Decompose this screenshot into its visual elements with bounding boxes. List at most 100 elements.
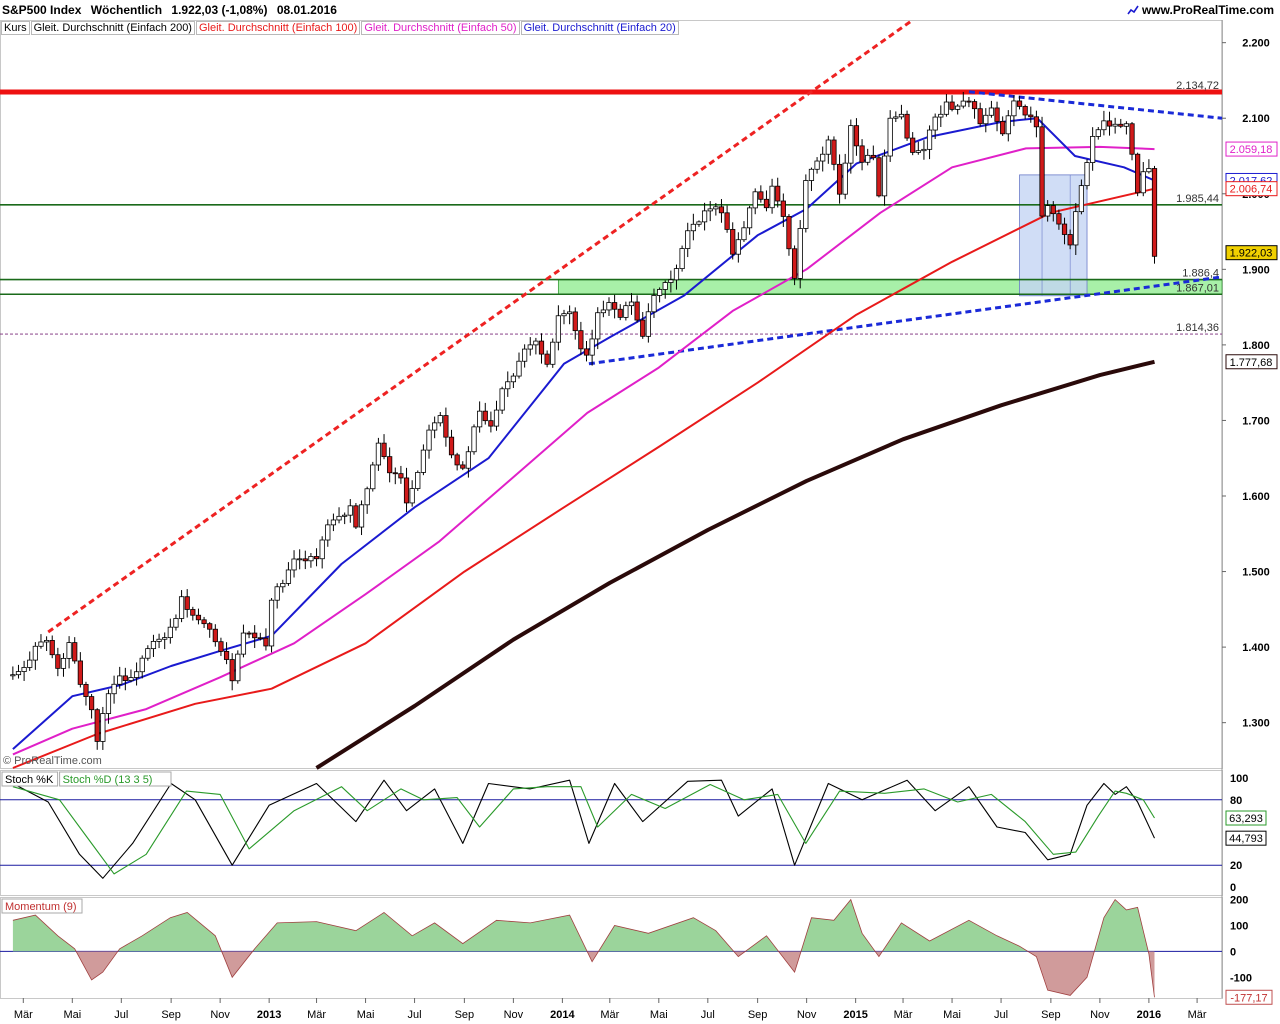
candle xyxy=(1045,205,1051,217)
candle xyxy=(252,632,258,639)
x-tick-label: Mär xyxy=(600,1009,619,1021)
momentum-area xyxy=(1094,899,1149,952)
candle xyxy=(825,139,831,155)
candles xyxy=(10,91,1158,750)
candle xyxy=(10,674,16,677)
candle xyxy=(932,116,938,131)
candle xyxy=(803,180,809,229)
candle xyxy=(223,651,230,660)
candle xyxy=(567,311,573,315)
stoch-legend-label: Stoch %D (13 3 5) xyxy=(63,774,153,786)
stoch-legend-box[interactable] xyxy=(59,771,172,787)
candle xyxy=(235,653,241,682)
legend-sma100-label: Gleit. Durchschnitt (Einfach 100) xyxy=(198,22,358,34)
legend-sma50[interactable]: Gleit. Durchschnitt (Einfach 50) xyxy=(361,21,520,35)
chart-header: S&P500 Index Wöchentlich 1.922,03 (-1,08… xyxy=(0,0,1280,20)
candle xyxy=(100,713,106,742)
candle xyxy=(246,632,252,635)
x-tick-label: Nov xyxy=(504,1009,524,1021)
candle xyxy=(904,113,910,139)
candle xyxy=(808,168,815,181)
candle xyxy=(482,410,488,422)
candle xyxy=(257,637,263,640)
candle xyxy=(938,113,944,118)
candle xyxy=(741,227,747,241)
legend-kurs[interactable]: Kurs xyxy=(1,21,30,35)
candle xyxy=(921,148,927,152)
candle xyxy=(415,472,421,489)
legend-sma20[interactable]: Gleit. Durchschnitt (Einfach 20) xyxy=(520,21,679,35)
legend-kurs-label: Kurs xyxy=(4,22,27,34)
legend-sma200[interactable]: Gleit. Durchschnitt (Einfach 200) xyxy=(30,21,195,35)
candle xyxy=(426,429,432,451)
y-tick-label: 1.600 xyxy=(1242,491,1270,503)
momentum-y-tick-label: 0 xyxy=(1230,946,1236,958)
candle xyxy=(797,228,803,279)
candle xyxy=(460,464,466,469)
panel-frame xyxy=(0,770,1223,896)
candle xyxy=(347,505,353,516)
stoch-y-tick-label: 80 xyxy=(1230,795,1242,807)
price-tag-label: 1.922,03 xyxy=(1230,248,1273,260)
candle xyxy=(493,409,500,427)
candle xyxy=(505,381,511,390)
candle xyxy=(746,207,753,229)
candle xyxy=(971,101,978,110)
candle xyxy=(814,160,820,170)
x-tick-label: Sep xyxy=(455,1009,475,1021)
candle xyxy=(342,514,348,517)
instrument-name: S&P500 Index xyxy=(2,3,82,17)
candle xyxy=(1090,136,1096,163)
candle xyxy=(668,279,674,283)
candle xyxy=(268,599,275,647)
candle xyxy=(516,360,522,377)
quote-label: 1.922,03 (-1,08%) xyxy=(171,3,268,17)
candle xyxy=(358,504,365,528)
x-tick-label: Sep xyxy=(748,1009,768,1021)
legend-sma100[interactable]: Gleit. Durchschnitt (Einfach 100) xyxy=(195,21,361,35)
candle xyxy=(1118,123,1124,127)
x-tick-label: Nov xyxy=(210,1009,230,1021)
candle xyxy=(353,505,359,528)
candle xyxy=(977,108,983,125)
y-tick-label: 1.300 xyxy=(1242,718,1270,730)
momentum-area xyxy=(733,951,746,957)
candle xyxy=(195,614,202,621)
candle xyxy=(578,330,584,350)
candle xyxy=(313,556,320,560)
upper-trend-channel xyxy=(47,18,914,634)
momentum-area xyxy=(76,951,118,980)
candle xyxy=(32,645,38,661)
momentum-area xyxy=(598,917,734,952)
candle xyxy=(128,677,134,681)
candle xyxy=(657,289,663,296)
candle xyxy=(111,683,117,695)
candle xyxy=(1016,100,1023,107)
candle xyxy=(27,659,33,668)
candle xyxy=(375,442,382,466)
stoch-legend-box[interactable] xyxy=(1,771,59,787)
momentum-legend-box[interactable] xyxy=(1,898,83,914)
candle xyxy=(1078,185,1085,213)
candle xyxy=(881,155,888,197)
x-axis: Mär Mai Jul Sep Nov 2013 Mär Mai Jul Sep Nov 2014 Mä… xyxy=(14,998,1207,1021)
candle xyxy=(212,628,218,643)
candle xyxy=(1028,114,1034,118)
candle xyxy=(94,709,100,742)
site-link[interactable]: www.ProRealTime.com xyxy=(1127,3,1274,17)
momentum-line xyxy=(12,898,1155,998)
x-tick-label: Mai xyxy=(357,1009,375,1021)
level-label: 1.814,36 xyxy=(1176,322,1219,334)
momentum-area xyxy=(875,951,883,957)
candle xyxy=(628,301,635,307)
candle xyxy=(763,198,770,209)
candle xyxy=(949,101,955,110)
candle xyxy=(55,654,61,669)
candle xyxy=(887,117,893,157)
candle xyxy=(1033,116,1040,128)
candle xyxy=(1106,120,1113,127)
candle xyxy=(1067,234,1073,246)
momentum-area xyxy=(587,951,599,962)
momentum-area xyxy=(12,915,77,952)
candle xyxy=(988,107,995,116)
